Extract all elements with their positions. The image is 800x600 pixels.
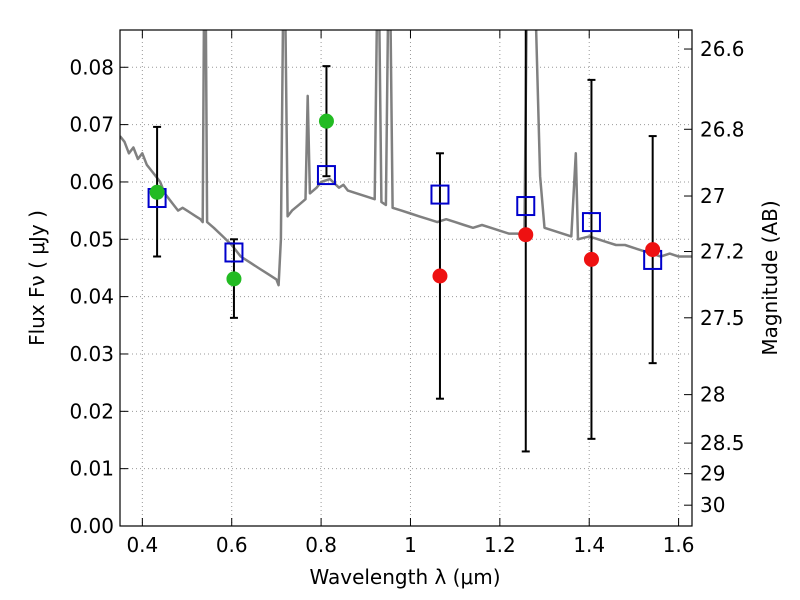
y-tick-label: 0.05 <box>69 227 114 251</box>
observed-flux-point <box>318 113 334 129</box>
observed-flux-point <box>518 227 534 243</box>
observed-flux-point <box>432 268 448 284</box>
magnitude-tick-label: 29 <box>700 462 725 486</box>
x-tick-label: 1 <box>404 533 417 557</box>
y-tick-label: 0.08 <box>69 55 114 79</box>
spectrum-line <box>120 30 692 287</box>
x-tick-label: 1.6 <box>663 533 695 557</box>
magnitude-tick-label: 26.6 <box>700 37 745 61</box>
magnitude-tick-label: 28 <box>700 383 725 407</box>
plot-frame <box>119 29 693 527</box>
observed-flux-point <box>149 184 165 200</box>
x-tick-label: 1.2 <box>484 533 516 557</box>
model-photometry-square <box>516 196 536 217</box>
y-tick-label: 0.03 <box>69 342 114 366</box>
model-photometry-square <box>224 242 244 263</box>
x-tick-label: 0.6 <box>216 533 248 557</box>
model-photometry-square <box>581 212 601 233</box>
y-tick-label: 0.00 <box>69 514 114 538</box>
magnitude-tick-label: 30 <box>700 493 725 517</box>
magnitude-tick-label: 27.2 <box>700 240 745 264</box>
x-tick-label: 0.4 <box>126 533 158 557</box>
magnitude-tick-label: 26.8 <box>700 117 745 141</box>
x-tick-label: 0.8 <box>305 533 337 557</box>
model-photometry-square <box>430 184 450 205</box>
y-tick-label: 0.04 <box>69 285 114 309</box>
y-tick-label: 0.01 <box>69 457 114 481</box>
magnitude-tick-label: 27 <box>700 184 725 208</box>
plot-area <box>120 30 692 453</box>
magnitude-tick-label: 27.5 <box>700 306 745 330</box>
y-axis-label: Flux Fν ( μJy ) <box>25 210 49 346</box>
model-photometry-square <box>316 165 336 186</box>
y-tick-label: 0.07 <box>69 113 114 137</box>
axis-ticks: 0.4 0.6 0.8 1 1.2 1.4 1.6 0.00 0.01 0.02 0.03 0.04 0… <box>69 30 745 557</box>
x-tick-label: 1.4 <box>573 533 605 557</box>
x-axis-label: Wavelength λ (μm) <box>309 565 500 589</box>
magnitude-axis-label: Magnitude (AB) <box>758 200 782 355</box>
y-tick-label: 0.06 <box>69 170 114 194</box>
magnitude-tick-label: 28.5 <box>700 431 745 455</box>
observed-flux-point <box>583 251 599 267</box>
y-tick-label: 0.02 <box>69 399 114 423</box>
observed-flux-point <box>226 271 242 287</box>
observed-flux-point <box>645 242 661 258</box>
